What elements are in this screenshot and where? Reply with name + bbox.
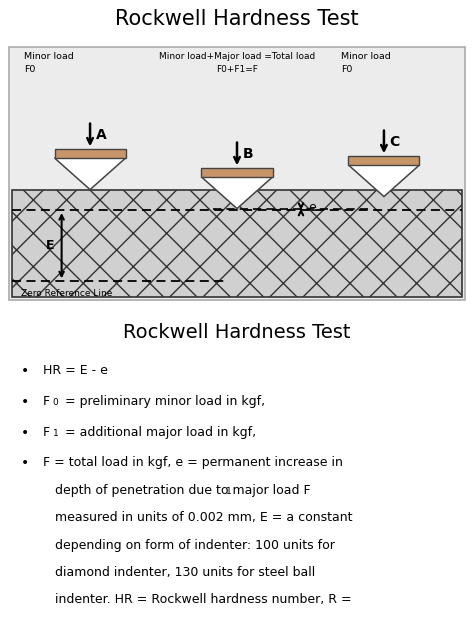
- Text: depending on form of indenter: 100 units for: depending on form of indenter: 100 units…: [55, 538, 334, 552]
- Text: •: •: [21, 426, 29, 440]
- Text: measured in units of 0.002 mm, E = a constant: measured in units of 0.002 mm, E = a con…: [55, 511, 352, 524]
- Text: F: F: [43, 395, 50, 408]
- Text: depth of penetration due to major load F: depth of penetration due to major load F: [55, 483, 310, 497]
- Text: Minor load+Major load =Total load: Minor load+Major load =Total load: [159, 52, 315, 61]
- Text: •: •: [21, 395, 29, 409]
- Text: = additional major load in kgf,: = additional major load in kgf,: [61, 426, 256, 439]
- Text: Zero Reference Line: Zero Reference Line: [21, 289, 113, 298]
- Text: F0+F1=F: F0+F1=F: [216, 64, 258, 74]
- Text: e: e: [308, 201, 316, 214]
- Text: A: A: [96, 128, 107, 142]
- Text: F = total load in kgf, e = permanent increase in: F = total load in kgf, e = permanent inc…: [43, 456, 343, 470]
- Text: •: •: [21, 456, 29, 470]
- Text: B: B: [243, 147, 253, 161]
- Text: Minor load: Minor load: [24, 52, 73, 61]
- Text: Rockwell Hardness Test: Rockwell Hardness Test: [115, 9, 359, 30]
- Polygon shape: [55, 158, 126, 190]
- Bar: [12, 190, 462, 297]
- Text: 1: 1: [53, 429, 58, 438]
- Text: F0: F0: [24, 64, 35, 74]
- Text: = preliminary minor load in kgf,: = preliminary minor load in kgf,: [61, 395, 265, 408]
- Text: •: •: [21, 365, 29, 379]
- Text: 1: 1: [226, 487, 232, 495]
- Polygon shape: [55, 149, 126, 158]
- Text: E: E: [46, 239, 55, 252]
- Polygon shape: [348, 156, 419, 165]
- Polygon shape: [348, 165, 419, 197]
- Text: HR = E - e: HR = E - e: [43, 365, 108, 377]
- Text: Minor load: Minor load: [341, 52, 391, 61]
- Polygon shape: [201, 177, 273, 209]
- Text: 0: 0: [53, 398, 58, 407]
- Bar: [9, 47, 465, 300]
- Polygon shape: [201, 168, 273, 177]
- Text: Rockwell Hardness Test: Rockwell Hardness Test: [123, 322, 351, 341]
- Text: C: C: [390, 135, 400, 149]
- Text: diamond indenter, 130 units for steel ball: diamond indenter, 130 units for steel ba…: [55, 566, 315, 579]
- Text: F0: F0: [341, 64, 353, 74]
- Text: F: F: [43, 426, 50, 439]
- Text: indenter. HR = Rockwell hardness number, R =: indenter. HR = Rockwell hardness number,…: [55, 593, 351, 606]
